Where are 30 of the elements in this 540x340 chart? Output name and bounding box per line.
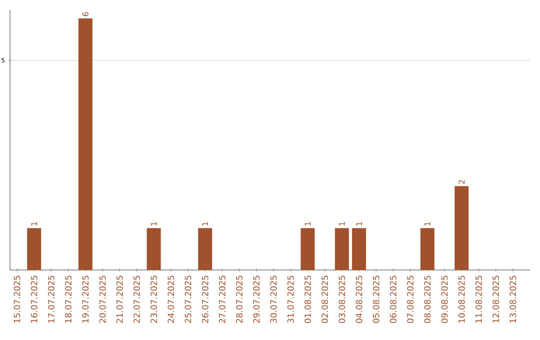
x-tick-label: 27.07.2025: [219, 276, 226, 323]
x-tick-label: 16.07.2025: [30, 276, 38, 323]
x-tick-label: 31.07.2025: [287, 276, 294, 323]
x-tick-label: 24.07.2025: [168, 276, 174, 323]
x-tick-label: 07.08.2025: [407, 276, 414, 323]
x-tick-label: 08.08.2025: [424, 276, 431, 323]
x-tick-label: 17.07.2025: [48, 276, 54, 323]
x-tick-label: 15.07.2025: [14, 276, 20, 323]
x-tick-label: 10.08.2025: [458, 276, 465, 323]
x-tick-label: 25.07.2025: [184, 276, 192, 323]
x-tick-label: 05.08.2025: [372, 276, 380, 323]
x-tick-label: 26.07.2025: [202, 276, 208, 323]
x-tick-label: 19.07.2025: [82, 276, 89, 323]
x-tick-label: 04.08.2025: [356, 276, 362, 323]
x-tick-label: 18.07.2025: [65, 276, 72, 323]
x-tick-label: 09.08.2025: [441, 276, 448, 323]
x-tick-label: 01.08.2025: [304, 276, 311, 323]
x-tick-label: 06.08.2025: [390, 276, 396, 323]
x-tick-label: 22.07.2025: [134, 276, 140, 323]
x-tick-label: 03.08.2025: [338, 276, 346, 323]
x-tick-label: 21.07.2025: [116, 276, 123, 323]
x-tick-label: 23.07.2025: [150, 276, 158, 323]
x-tick-label: 02.08.2025: [322, 276, 328, 323]
x-tick-label: 11.08.2025: [476, 276, 482, 323]
x-tick-label: 29.07.2025: [253, 276, 260, 323]
x-tick-label: 30.07.2025: [270, 276, 277, 323]
x-tick-label: 28.07.2025: [236, 276, 243, 323]
x-tick-label: 13.08.2025: [510, 276, 516, 323]
x-tick-label: 12.08.2025: [492, 276, 500, 323]
x-tick-label: 20.07.2025: [99, 276, 106, 323]
